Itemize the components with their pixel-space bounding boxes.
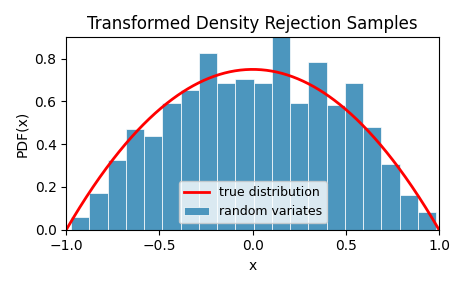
- true distribution: [240, 68, 246, 71]
- Bar: [235, 79, 253, 230]
- Bar: [162, 103, 180, 230]
- true distribution: [436, 228, 442, 232]
- true distribution: [370, 134, 375, 137]
- true distribution: [428, 214, 433, 218]
- Bar: [326, 105, 345, 230]
- Bar: [345, 84, 363, 230]
- Bar: [399, 195, 418, 230]
- Bar: [71, 217, 89, 230]
- Bar: [180, 90, 199, 230]
- X-axis label: x: x: [248, 259, 257, 273]
- Title: Transformed Density Rejection Samples: Transformed Density Rejection Samples: [87, 15, 418, 33]
- Bar: [290, 103, 308, 230]
- Bar: [308, 62, 326, 230]
- Bar: [253, 84, 272, 230]
- Bar: [363, 127, 381, 230]
- Bar: [107, 160, 126, 230]
- Bar: [89, 193, 107, 230]
- Bar: [199, 53, 217, 230]
- Legend: true distribution, random variates: true distribution, random variates: [179, 181, 327, 223]
- true distribution: [286, 74, 292, 77]
- Bar: [126, 129, 144, 230]
- Bar: [418, 212, 436, 230]
- Bar: [381, 164, 399, 230]
- Bar: [217, 84, 235, 230]
- Bar: [272, 33, 290, 230]
- true distribution: [266, 69, 272, 72]
- true distribution: [250, 68, 255, 71]
- Y-axis label: PDF(x): PDF(x): [15, 110, 29, 157]
- Line: true distribution: true distribution: [66, 69, 439, 230]
- Bar: [144, 136, 162, 230]
- true distribution: [64, 228, 69, 232]
- true distribution: [243, 68, 248, 71]
